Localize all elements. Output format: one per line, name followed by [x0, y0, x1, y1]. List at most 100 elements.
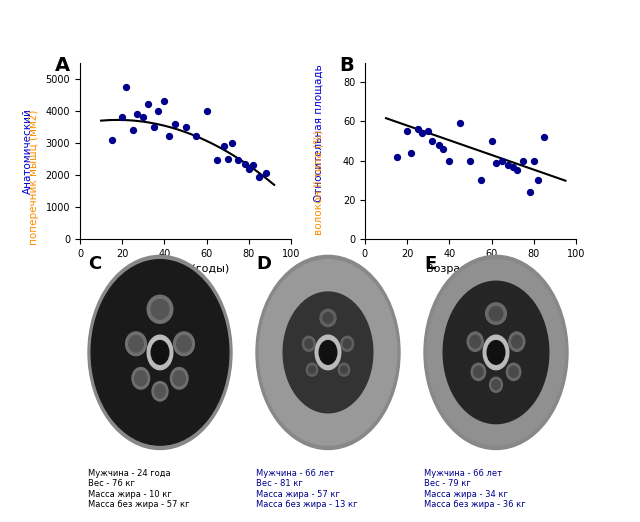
Point: [455, 119, 465, 127]
Point: [170, 120, 180, 128]
Ellipse shape: [129, 336, 143, 352]
Point: [191, 132, 201, 140]
Point: [497, 157, 508, 165]
Text: B: B: [340, 55, 355, 75]
Point: [533, 176, 543, 184]
Circle shape: [487, 340, 505, 364]
Point: [406, 149, 417, 157]
Circle shape: [428, 259, 565, 445]
Ellipse shape: [344, 339, 351, 348]
Ellipse shape: [467, 332, 483, 351]
Point: [518, 157, 529, 165]
Point: [529, 157, 539, 165]
Point: [248, 161, 258, 170]
Point: [127, 126, 138, 134]
Point: [444, 157, 454, 165]
Point: [438, 145, 448, 153]
Circle shape: [319, 340, 337, 364]
Point: [417, 129, 427, 137]
Point: [428, 137, 438, 145]
Ellipse shape: [506, 363, 521, 381]
Point: [392, 152, 402, 161]
Ellipse shape: [307, 363, 317, 376]
Circle shape: [88, 255, 232, 449]
Text: Относительная площадь: Относительная площадь: [314, 64, 323, 202]
Point: [143, 100, 153, 109]
Ellipse shape: [511, 335, 522, 348]
Ellipse shape: [125, 332, 147, 355]
Ellipse shape: [474, 366, 483, 377]
Point: [106, 136, 116, 144]
Point: [260, 169, 271, 177]
Text: волокон II типа (%): волокон II типа (%): [314, 130, 323, 235]
Ellipse shape: [134, 371, 147, 386]
Ellipse shape: [305, 339, 312, 348]
Text: Мужчина - 24 года
Вес - 76 кг
Масса жира - 10 кг
Масса без жира - 57 кг: Мужчина - 24 года Вес - 76 кг Масса жира…: [88, 469, 189, 509]
Ellipse shape: [152, 382, 168, 401]
Ellipse shape: [173, 371, 186, 386]
Point: [164, 132, 174, 140]
Point: [122, 82, 132, 91]
Text: A: A: [54, 55, 70, 75]
Ellipse shape: [147, 295, 173, 323]
Ellipse shape: [492, 380, 500, 390]
Ellipse shape: [486, 303, 506, 324]
Ellipse shape: [509, 332, 525, 351]
Point: [132, 110, 142, 118]
Point: [218, 142, 228, 150]
Ellipse shape: [339, 363, 349, 376]
Point: [508, 162, 518, 171]
Point: [202, 106, 212, 115]
Ellipse shape: [320, 310, 336, 327]
Ellipse shape: [177, 336, 191, 352]
Point: [117, 113, 127, 121]
X-axis label: Возраст (годы): Возраст (годы): [426, 264, 515, 275]
Point: [180, 123, 191, 131]
Circle shape: [256, 255, 400, 449]
Ellipse shape: [340, 366, 348, 374]
Ellipse shape: [471, 363, 486, 381]
Point: [138, 113, 148, 121]
Circle shape: [147, 335, 173, 370]
Point: [244, 164, 254, 173]
Ellipse shape: [154, 385, 166, 398]
Point: [540, 133, 550, 141]
Circle shape: [92, 259, 229, 445]
Point: [524, 188, 534, 196]
Text: D: D: [256, 255, 271, 274]
Point: [465, 157, 476, 165]
Circle shape: [424, 255, 568, 449]
Ellipse shape: [151, 300, 169, 319]
Circle shape: [283, 292, 372, 413]
Point: [423, 127, 433, 135]
Ellipse shape: [303, 336, 315, 351]
Ellipse shape: [340, 336, 353, 351]
Point: [212, 156, 222, 164]
Circle shape: [151, 340, 169, 364]
Ellipse shape: [308, 366, 316, 374]
Circle shape: [90, 257, 230, 447]
Text: Мужчина - 66 лет
Вес - 79 кг
Масса жира - 34 кг
Масса без жира - 36 кг: Мужчина - 66 лет Вес - 79 кг Масса жира …: [424, 469, 525, 509]
Point: [402, 127, 412, 135]
Point: [254, 172, 264, 181]
Point: [434, 141, 444, 149]
Circle shape: [483, 335, 509, 370]
Text: поперечник мышц (мм2): поперечник мышц (мм2): [29, 110, 38, 245]
Text: Мужчина - 66 лет
Вес - 81 кг
Масса жира - 57 кг
Масса без жира - 13 кг: Мужчина - 66 лет Вес - 81 кг Масса жира …: [256, 469, 358, 509]
Point: [476, 176, 486, 184]
X-axis label: Возраст (годы): Возраст (годы): [141, 264, 230, 275]
Text: E: E: [424, 255, 436, 274]
Point: [233, 156, 243, 164]
Ellipse shape: [323, 313, 333, 323]
Point: [486, 137, 497, 145]
Point: [227, 139, 237, 147]
Text: C: C: [88, 255, 101, 274]
Point: [159, 97, 170, 105]
Point: [491, 159, 501, 167]
Point: [239, 160, 250, 168]
Ellipse shape: [173, 332, 195, 355]
Point: [153, 106, 163, 115]
Point: [503, 160, 513, 169]
Circle shape: [443, 281, 549, 423]
Ellipse shape: [489, 306, 503, 321]
